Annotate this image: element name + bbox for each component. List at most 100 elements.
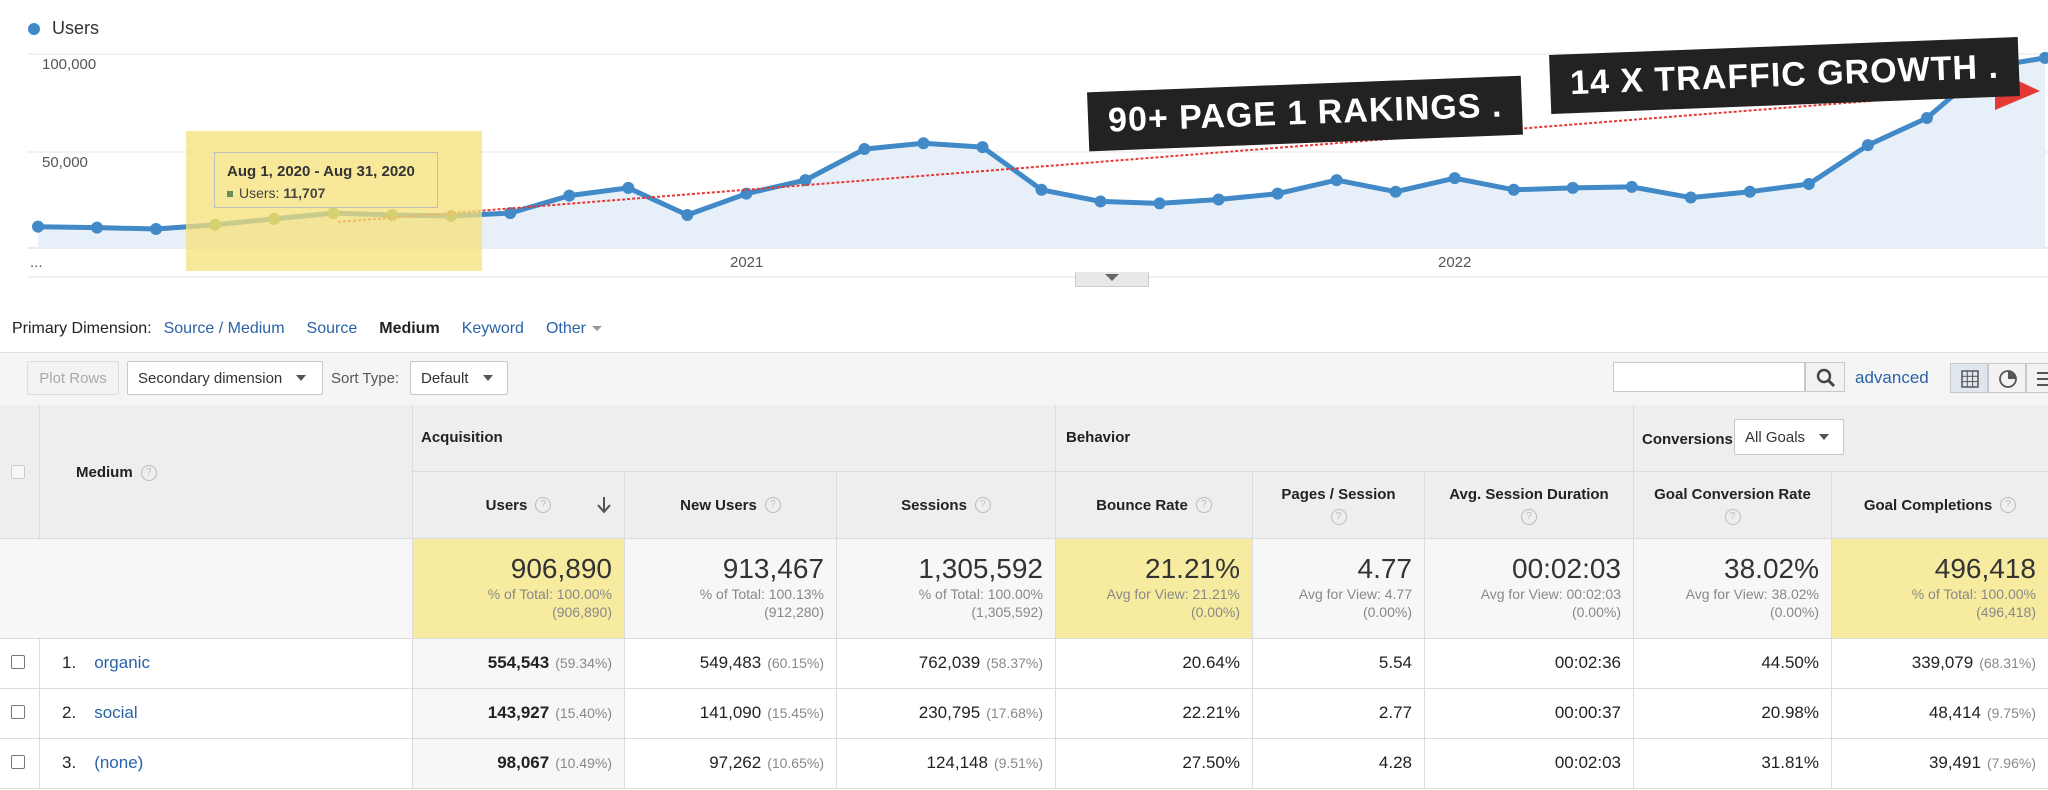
row-conv-cell: 31.81%: [1634, 739, 1832, 789]
col-sessions[interactable]: Sessions?: [837, 472, 1056, 539]
dimension-keyword[interactable]: Keyword: [461, 320, 524, 337]
x-tick-start: ...: [30, 254, 43, 271]
data-point-32[interactable]: [1920, 112, 1933, 125]
col-goal-completions[interactable]: Goal Completions?: [1832, 472, 2048, 539]
users-over-time-chart: Users 100,000 50,000 ... 2021 2022 Aug 1…: [0, 0, 2048, 290]
total-goal-completions-note: % of Total: 100.00%: [1911, 586, 2036, 602]
col-bounce-rate[interactable]: Bounce Rate?: [1056, 472, 1253, 539]
data-point-15[interactable]: [917, 137, 930, 150]
dimension-source-medium[interactable]: Source / Medium: [163, 320, 285, 337]
data-point-31[interactable]: [1861, 139, 1874, 152]
dimension-source[interactable]: Source: [306, 320, 358, 337]
row-medium-link[interactable]: organic: [94, 653, 150, 672]
medium-header-group[interactable]: Medium?: [76, 464, 157, 482]
row-bounce-cell: 27.50%: [1056, 739, 1253, 789]
dimension-other[interactable]: Other: [546, 320, 602, 338]
data-point-23[interactable]: [1389, 185, 1402, 198]
view-list-button[interactable]: [2026, 363, 2048, 393]
data-point-10[interactable]: [622, 181, 635, 194]
col-new-users[interactable]: New Users?: [625, 472, 837, 539]
table-toolbar: Plot Rows Secondary dimension Sort Type:…: [0, 352, 2048, 406]
row-medium-link[interactable]: social: [94, 703, 138, 722]
data-point-25[interactable]: [1507, 183, 1520, 196]
data-point-13[interactable]: [799, 174, 812, 187]
row-conv-cell: 44.50%: [1634, 639, 1832, 689]
advanced-filter-link[interactable]: advanced: [1855, 368, 1929, 387]
col-goal-conversion-rate[interactable]: Goal Conversion Rate?: [1634, 472, 1832, 539]
row-new-users-value: 141,090: [699, 703, 762, 722]
total-goal-completions-base: (496,418): [1976, 604, 2036, 620]
row-select-cell: [0, 739, 40, 789]
data-point-16[interactable]: [976, 141, 989, 154]
row-bounce-value: 22.21%: [1182, 703, 1240, 722]
data-point-8[interactable]: [504, 207, 517, 220]
table-grid-icon: [1961, 370, 1979, 388]
row-checkbox[interactable]: [11, 655, 25, 669]
total-new-users-value: 913,467: [722, 553, 824, 584]
data-point-21[interactable]: [1271, 187, 1284, 200]
data-point-24[interactable]: [1448, 172, 1461, 185]
col-avg-session-duration-label: Avg. Session Duration: [1449, 485, 1609, 503]
data-point-27[interactable]: [1625, 180, 1638, 193]
view-table-button[interactable]: [1950, 363, 1988, 393]
header-medium-cell: Medium?: [40, 405, 413, 539]
chart-legend[interactable]: Users: [28, 18, 99, 39]
row-completions-value: 39,491: [1928, 753, 1981, 772]
search-button[interactable]: [1805, 362, 1845, 392]
table-search-input[interactable]: [1613, 362, 1805, 392]
row-sessions-cell: 124,148 (9.51%): [837, 739, 1056, 789]
total-goal-conversion-rate-note: Avg for View: 38.02%: [1685, 586, 1819, 602]
search-icon: [1816, 368, 1836, 388]
help-icon: ?: [1724, 508, 1741, 525]
data-point-30[interactable]: [1802, 177, 1815, 190]
goal-select-value: All Goals: [1745, 428, 1806, 446]
data-point-1[interactable]: [91, 221, 104, 234]
data-point-26[interactable]: [1566, 181, 1579, 194]
row-checkbox[interactable]: [11, 705, 25, 719]
view-pie-button[interactable]: [1988, 363, 2026, 393]
chart-collapse-handle[interactable]: [1075, 272, 1149, 287]
total-pages-session-note: Avg for View: 4.77: [1298, 586, 1412, 602]
col-avg-session-duration[interactable]: Avg. Session Duration?: [1425, 472, 1634, 539]
total-goal-completions: 496,418 % of Total: 100.00% (496,418): [1832, 539, 2048, 639]
sort-type-dropdown[interactable]: Default: [410, 361, 508, 395]
series-area: [38, 57, 2045, 249]
total-bounce-rate: 21.21% Avg for View: 21.21% (0.00%): [1056, 539, 1253, 639]
row-new-users-value: 97,262: [709, 753, 762, 772]
row-new-users-percent: (15.45%): [767, 705, 824, 721]
pie-chart-icon: [1999, 370, 2017, 388]
chart-tooltip: Aug 1, 2020 - Aug 31, 2020 Users: 11,707: [214, 152, 438, 208]
data-point-18[interactable]: [1094, 195, 1107, 208]
total-bounce-rate-base: (0.00%): [1190, 604, 1240, 620]
data-point-9[interactable]: [563, 189, 576, 202]
dimension-medium[interactable]: Medium: [379, 320, 440, 337]
help-icon: ?: [1521, 508, 1537, 525]
row-select-cell: [0, 639, 40, 689]
row-medium-link[interactable]: (none): [94, 753, 144, 772]
data-point-17[interactable]: [1035, 183, 1048, 196]
data-point-29[interactable]: [1743, 185, 1756, 198]
row-checkbox[interactable]: [11, 755, 25, 769]
data-point-2[interactable]: [150, 222, 163, 235]
data-point-20[interactable]: [1212, 193, 1225, 206]
legend-dot-icon: [28, 22, 40, 35]
total-users-value: 906,890: [510, 553, 612, 584]
data-point-0[interactable]: [32, 220, 44, 233]
plot-rows-button[interactable]: Plot Rows: [27, 361, 119, 395]
data-point-14[interactable]: [858, 143, 871, 156]
secondary-dimension-dropdown[interactable]: Secondary dimension: [127, 361, 323, 395]
col-pages-session[interactable]: Pages / Session?: [1253, 472, 1425, 539]
data-point-28[interactable]: [1684, 191, 1697, 204]
data-point-22[interactable]: [1330, 174, 1343, 187]
col-users-label: Users: [485, 496, 528, 514]
caret-down-icon: [296, 375, 307, 381]
data-point-19[interactable]: [1153, 197, 1166, 210]
list-icon: [2037, 372, 2048, 386]
data-point-11[interactable]: [681, 209, 694, 222]
select-all-checkbox[interactable]: [11, 465, 25, 479]
goal-select-dropdown[interactable]: All Goals: [1734, 419, 1844, 455]
col-goal-completions-label: Goal Completions: [1863, 496, 1993, 514]
data-point-34[interactable]: [2039, 51, 2048, 64]
col-users[interactable]: Users?: [413, 472, 625, 539]
row-completions-percent: (7.96%): [1986, 755, 2036, 771]
